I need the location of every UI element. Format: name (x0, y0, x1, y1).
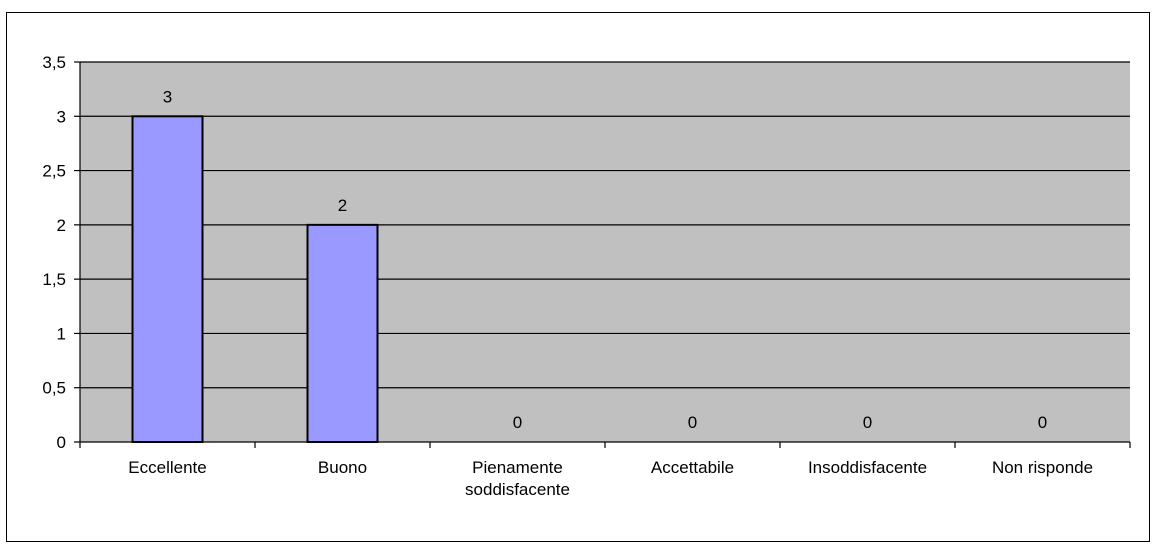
data-label: 2 (338, 196, 347, 215)
x-tick-label: Insoddisfacente (808, 458, 927, 477)
y-tick-label: 0,5 (42, 379, 66, 398)
data-label: 3 (163, 87, 172, 106)
x-tick-labels: Eccellente Buono Pienamente soddisfacente Ac… (128, 458, 1093, 499)
y-tick-label: 2,5 (42, 162, 66, 181)
bar (131, 115, 204, 444)
y-tick-label: 3,5 (42, 53, 66, 72)
y-tick-label: 1 (57, 324, 66, 343)
y-tick-labels: 0 0,5 1 1,5 2 2,5 3 3,5 (42, 53, 66, 452)
y-tick-label: 3 (57, 107, 66, 126)
gridlines (80, 61, 1130, 389)
data-label: 0 (863, 413, 872, 432)
y-tick-label: 1,5 (42, 270, 66, 289)
y-tick-label: 0 (57, 433, 66, 452)
x-tick-label: Eccellente (128, 458, 206, 477)
bars (131, 115, 379, 444)
data-label: 0 (513, 413, 522, 432)
data-label: 0 (1038, 413, 1047, 432)
x-tick-label: Pienamente soddisfacente (465, 458, 570, 499)
x-tick-label: Buono (318, 458, 367, 477)
data-labels: 3 2 0 0 0 0 (163, 87, 1047, 432)
y-tick-label: 2 (57, 216, 66, 235)
x-tick-label: Accettabile (651, 458, 734, 477)
axes (74, 61, 1131, 448)
plot-area (80, 62, 1130, 442)
x-tick-label: Non risponde (992, 458, 1093, 477)
bar (306, 223, 379, 443)
data-label: 0 (688, 413, 697, 432)
